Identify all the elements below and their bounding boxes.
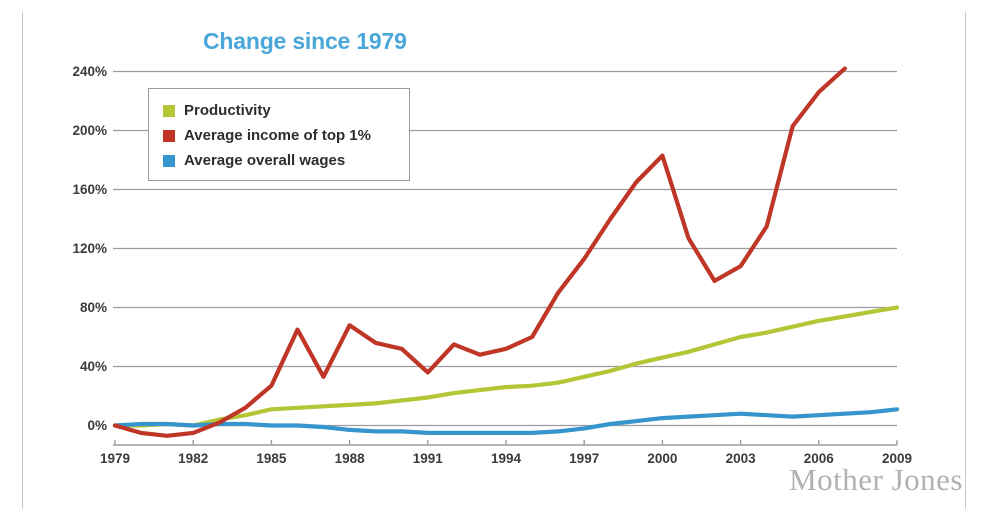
y-axis-tick-label: 240% <box>72 64 107 79</box>
x-axis-tick-label: 1985 <box>256 451 287 466</box>
series-line-overall-wages <box>112 407 900 435</box>
legend-label: Productivity <box>184 102 271 119</box>
legend-item-top1-income: Average income of top 1% <box>163 123 401 148</box>
legend-label: Average income of top 1% <box>184 127 371 144</box>
legend-item-productivity: Productivity <box>163 98 401 123</box>
legend: Productivity Average income of top 1% Av… <box>148 88 410 181</box>
series-line-top1-income <box>112 66 848 438</box>
y-axis-tick-label: 120% <box>72 241 107 256</box>
legend-label: Average overall wages <box>184 152 346 169</box>
x-axis-tick-label: 2000 <box>647 451 677 466</box>
y-axis-tick-label: 0% <box>87 418 107 433</box>
productivity-swatch <box>163 104 175 117</box>
overall-wages-swatch <box>163 154 175 167</box>
top1-income-swatch <box>163 129 175 142</box>
x-axis-tick-label: 1997 <box>569 451 599 466</box>
x-axis-tick-label: 1979 <box>100 451 130 466</box>
x-axis-tick-label: 2009 <box>882 451 912 466</box>
y-axis-tick-label: 160% <box>72 182 107 197</box>
x-axis-tick-label: 2006 <box>804 451 835 466</box>
x-axis-tick-label: 2003 <box>726 451 757 466</box>
y-axis-tick-label: 40% <box>80 359 107 374</box>
legend-item-overall-wages: Average overall wages <box>163 148 401 173</box>
x-axis-tick-label: 1991 <box>413 451 444 466</box>
x-axis-tick-label: 1988 <box>335 451 366 466</box>
left-border-line <box>22 12 23 509</box>
x-axis-tick-label: 1994 <box>491 451 522 466</box>
chart-title: Change since 1979 <box>203 28 407 54</box>
series-line-productivity <box>112 305 900 428</box>
y-axis-tick-label: 80% <box>80 300 107 315</box>
right-border-line <box>965 12 966 509</box>
x-axis-tick-label: 1982 <box>178 451 208 466</box>
y-axis-tick-label: 200% <box>72 123 107 138</box>
mother-jones-watermark: Mother Jones <box>789 462 963 497</box>
